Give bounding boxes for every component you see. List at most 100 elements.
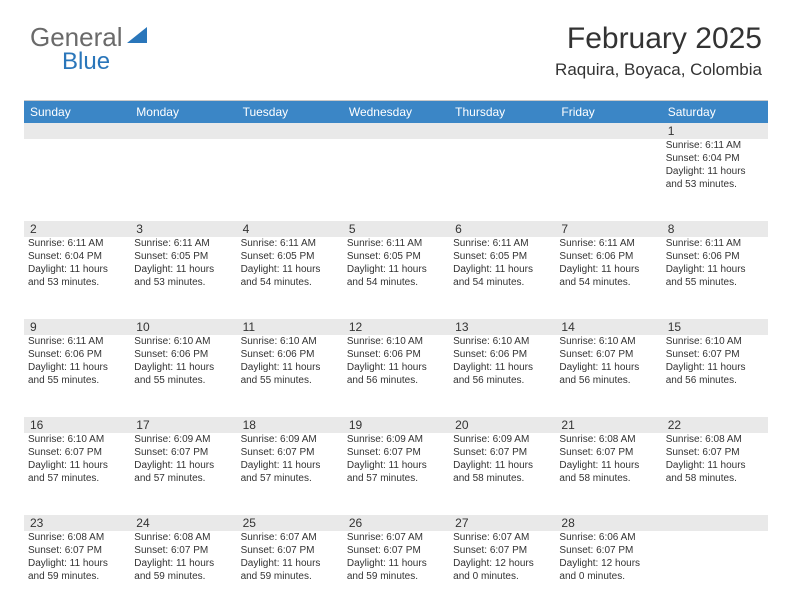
sunrise-text: Sunrise: 6:08 AM <box>28 531 126 544</box>
sunrise-text: Sunrise: 6:08 AM <box>559 433 657 446</box>
daylight-text: Daylight: 11 hours and 57 minutes. <box>241 459 339 485</box>
day-number: 4 <box>237 221 343 237</box>
sunrise-text: Sunrise: 6:08 AM <box>666 433 764 446</box>
weekday-sunday: Sunday <box>24 101 130 123</box>
sunset-text: Sunset: 6:06 PM <box>241 348 339 361</box>
calendar-grid: Sunday Monday Tuesday Wednesday Thursday… <box>24 100 768 613</box>
week-row: Sunrise: 6:11 AMSunset: 6:06 PMDaylight:… <box>24 335 768 417</box>
day-number: 20 <box>449 417 555 433</box>
day-cell: Sunrise: 6:09 AMSunset: 6:07 PMDaylight:… <box>343 433 449 515</box>
day-number <box>662 515 768 531</box>
daylight-text: Daylight: 11 hours and 56 minutes. <box>559 361 657 387</box>
sunset-text: Sunset: 6:07 PM <box>28 544 126 557</box>
sunrise-text: Sunrise: 6:06 AM <box>559 531 657 544</box>
daylight-text: Daylight: 11 hours and 53 minutes. <box>28 263 126 289</box>
sunrise-text: Sunrise: 6:10 AM <box>347 335 445 348</box>
day-number: 22 <box>662 417 768 433</box>
sunset-text: Sunset: 6:07 PM <box>559 348 657 361</box>
daylight-text: Daylight: 11 hours and 55 minutes. <box>134 361 232 387</box>
sunrise-text: Sunrise: 6:11 AM <box>453 237 551 250</box>
sunset-text: Sunset: 6:06 PM <box>666 250 764 263</box>
day-number: 25 <box>237 515 343 531</box>
daylight-text: Daylight: 11 hours and 57 minutes. <box>347 459 445 485</box>
day-number: 3 <box>130 221 236 237</box>
sunrise-text: Sunrise: 6:10 AM <box>666 335 764 348</box>
day-cell <box>24 139 130 221</box>
day-cell <box>555 139 661 221</box>
sunset-text: Sunset: 6:04 PM <box>28 250 126 263</box>
daylight-text: Daylight: 11 hours and 54 minutes. <box>453 263 551 289</box>
day-cell: Sunrise: 6:08 AMSunset: 6:07 PMDaylight:… <box>662 433 768 515</box>
daylight-text: Daylight: 11 hours and 56 minutes. <box>666 361 764 387</box>
weekday-tuesday: Tuesday <box>237 101 343 123</box>
sunset-text: Sunset: 6:07 PM <box>241 446 339 459</box>
weekday-monday: Monday <box>130 101 236 123</box>
sunrise-text: Sunrise: 6:09 AM <box>453 433 551 446</box>
month-title: February 2025 <box>555 22 762 56</box>
location-label: Raquira, Boyaca, Colombia <box>555 60 762 80</box>
sunset-text: Sunset: 6:06 PM <box>453 348 551 361</box>
weekday-friday: Friday <box>555 101 661 123</box>
day-number-row: 16171819202122 <box>24 417 768 433</box>
daylight-text: Daylight: 11 hours and 55 minutes. <box>666 263 764 289</box>
daylight-text: Daylight: 11 hours and 53 minutes. <box>134 263 232 289</box>
week-row: Sunrise: 6:11 AMSunset: 6:04 PMDaylight:… <box>24 237 768 319</box>
sunrise-text: Sunrise: 6:07 AM <box>347 531 445 544</box>
day-number: 28 <box>555 515 661 531</box>
day-cell: Sunrise: 6:07 AMSunset: 6:07 PMDaylight:… <box>343 531 449 613</box>
sunset-text: Sunset: 6:07 PM <box>666 446 764 459</box>
day-cell: Sunrise: 6:10 AMSunset: 6:06 PMDaylight:… <box>237 335 343 417</box>
daylight-text: Daylight: 11 hours and 59 minutes. <box>241 557 339 583</box>
day-number <box>237 123 343 139</box>
day-cell <box>130 139 236 221</box>
day-cell: Sunrise: 6:10 AMSunset: 6:07 PMDaylight:… <box>24 433 130 515</box>
day-cell: Sunrise: 6:11 AMSunset: 6:05 PMDaylight:… <box>343 237 449 319</box>
day-number: 8 <box>662 221 768 237</box>
day-number: 9 <box>24 319 130 335</box>
title-block: February 2025 Raquira, Boyaca, Colombia <box>555 22 762 80</box>
day-number: 12 <box>343 319 449 335</box>
sunrise-text: Sunrise: 6:10 AM <box>28 433 126 446</box>
sunrise-text: Sunrise: 6:08 AM <box>134 531 232 544</box>
day-cell: Sunrise: 6:11 AMSunset: 6:04 PMDaylight:… <box>24 237 130 319</box>
week-row: Sunrise: 6:10 AMSunset: 6:07 PMDaylight:… <box>24 433 768 515</box>
sunset-text: Sunset: 6:06 PM <box>559 250 657 263</box>
sunset-text: Sunset: 6:04 PM <box>666 152 764 165</box>
sunrise-text: Sunrise: 6:09 AM <box>134 433 232 446</box>
daylight-text: Daylight: 12 hours and 0 minutes. <box>453 557 551 583</box>
day-cell <box>343 139 449 221</box>
day-number-row: 9101112131415 <box>24 319 768 335</box>
sunset-text: Sunset: 6:07 PM <box>453 544 551 557</box>
sunrise-text: Sunrise: 6:09 AM <box>241 433 339 446</box>
sunset-text: Sunset: 6:07 PM <box>28 446 126 459</box>
weekday-thursday: Thursday <box>449 101 555 123</box>
sunset-text: Sunset: 6:05 PM <box>241 250 339 263</box>
day-cell: Sunrise: 6:08 AMSunset: 6:07 PMDaylight:… <box>24 531 130 613</box>
day-number <box>555 123 661 139</box>
day-number: 14 <box>555 319 661 335</box>
day-number: 17 <box>130 417 236 433</box>
daylight-text: Daylight: 11 hours and 59 minutes. <box>347 557 445 583</box>
day-number-row: 2345678 <box>24 221 768 237</box>
day-number <box>24 123 130 139</box>
daylight-text: Daylight: 11 hours and 56 minutes. <box>453 361 551 387</box>
sunset-text: Sunset: 6:07 PM <box>241 544 339 557</box>
day-number-row: 1 <box>24 123 768 139</box>
brand-word2: Blue <box>62 48 110 76</box>
day-cell: Sunrise: 6:10 AMSunset: 6:06 PMDaylight:… <box>449 335 555 417</box>
day-number <box>130 123 236 139</box>
day-number: 7 <box>555 221 661 237</box>
sunset-text: Sunset: 6:05 PM <box>453 250 551 263</box>
daylight-text: Daylight: 11 hours and 58 minutes. <box>453 459 551 485</box>
sunrise-text: Sunrise: 6:07 AM <box>241 531 339 544</box>
daylight-text: Daylight: 11 hours and 56 minutes. <box>347 361 445 387</box>
sunset-text: Sunset: 6:06 PM <box>28 348 126 361</box>
day-number: 21 <box>555 417 661 433</box>
day-cell: Sunrise: 6:10 AMSunset: 6:06 PMDaylight:… <box>130 335 236 417</box>
day-cell: Sunrise: 6:11 AMSunset: 6:05 PMDaylight:… <box>449 237 555 319</box>
daylight-text: Daylight: 11 hours and 54 minutes. <box>241 263 339 289</box>
day-number: 27 <box>449 515 555 531</box>
day-cell: Sunrise: 6:09 AMSunset: 6:07 PMDaylight:… <box>449 433 555 515</box>
sunset-text: Sunset: 6:06 PM <box>347 348 445 361</box>
day-cell: Sunrise: 6:07 AMSunset: 6:07 PMDaylight:… <box>237 531 343 613</box>
